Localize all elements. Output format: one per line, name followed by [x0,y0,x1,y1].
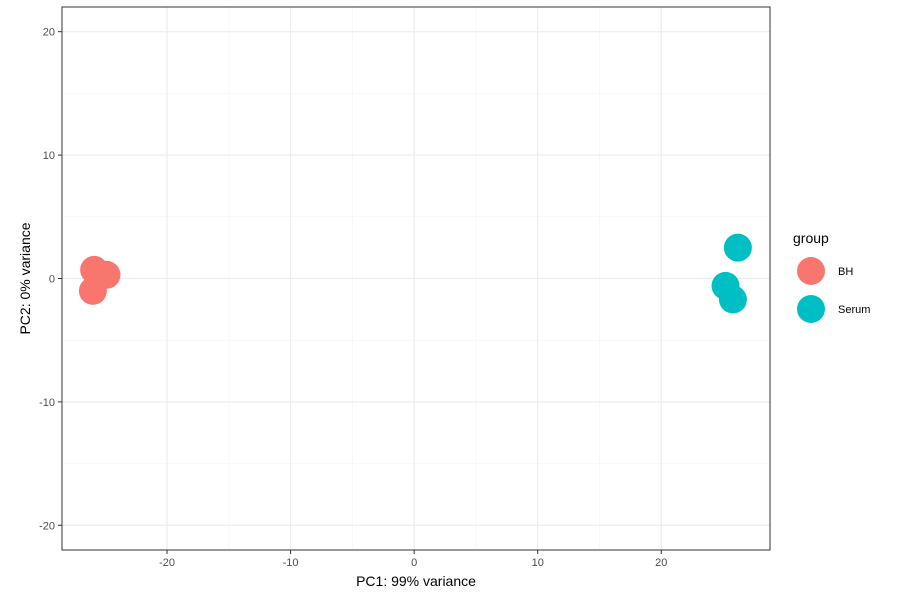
legend-key-serum [797,295,825,323]
data-points [78,233,752,314]
x-tick-label: 20 [655,557,667,569]
minor-gridlines [62,7,770,550]
x-tick-label: 0 [411,557,417,569]
data-point-serum [723,233,752,262]
y-tick-label: 10 [43,150,55,162]
y-tick-label: 0 [49,274,55,286]
legend-label-bh: BH [838,266,853,278]
y-tick-label: -10 [39,397,55,409]
y-axis-title: PC2: 0% variance [17,222,33,334]
data-point-serum [718,285,747,314]
x-tick-label: 10 [532,557,544,569]
x-tick-label: -20 [159,557,175,569]
legend-title: group [793,230,829,246]
data-point-bh [78,276,107,305]
y-tick-label: 20 [43,27,55,39]
legend-items: BH Serum [797,257,870,323]
legend-key-bh [797,257,825,285]
legend: group BH Serum [793,230,870,323]
major-gridlines [62,7,770,550]
legend-label-serum: Serum [838,304,870,316]
y-axis-ticks: -20 -10 0 10 20 [39,27,62,532]
x-axis-title: PC1: 99% variance [356,573,476,589]
x-tick-label: -10 [283,557,299,569]
y-tick-label: -20 [39,520,55,532]
x-axis-ticks: -20 -10 0 10 20 [159,550,667,569]
